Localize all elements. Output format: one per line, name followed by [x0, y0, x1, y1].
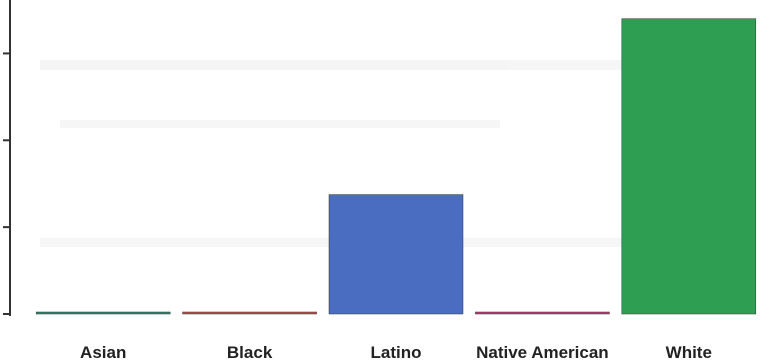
x-tick-label-latino: Latino — [371, 343, 422, 362]
bar-white — [621, 18, 757, 315]
labels-layer: Asian Black Latino Native American White — [80, 343, 712, 362]
x-tick-label-white: White — [666, 343, 712, 362]
x-tick-label-asian: Asian — [80, 343, 126, 362]
bar-latino — [328, 194, 464, 315]
x-tick-label-native-american: Native American — [476, 343, 609, 362]
bar-black — [182, 311, 317, 315]
axis-layer — [3, 0, 11, 316]
bars-layer — [35, 18, 757, 315]
bar-asian — [35, 311, 171, 315]
bar-native-american — [475, 311, 610, 315]
x-tick-label-black: Black — [227, 343, 273, 362]
